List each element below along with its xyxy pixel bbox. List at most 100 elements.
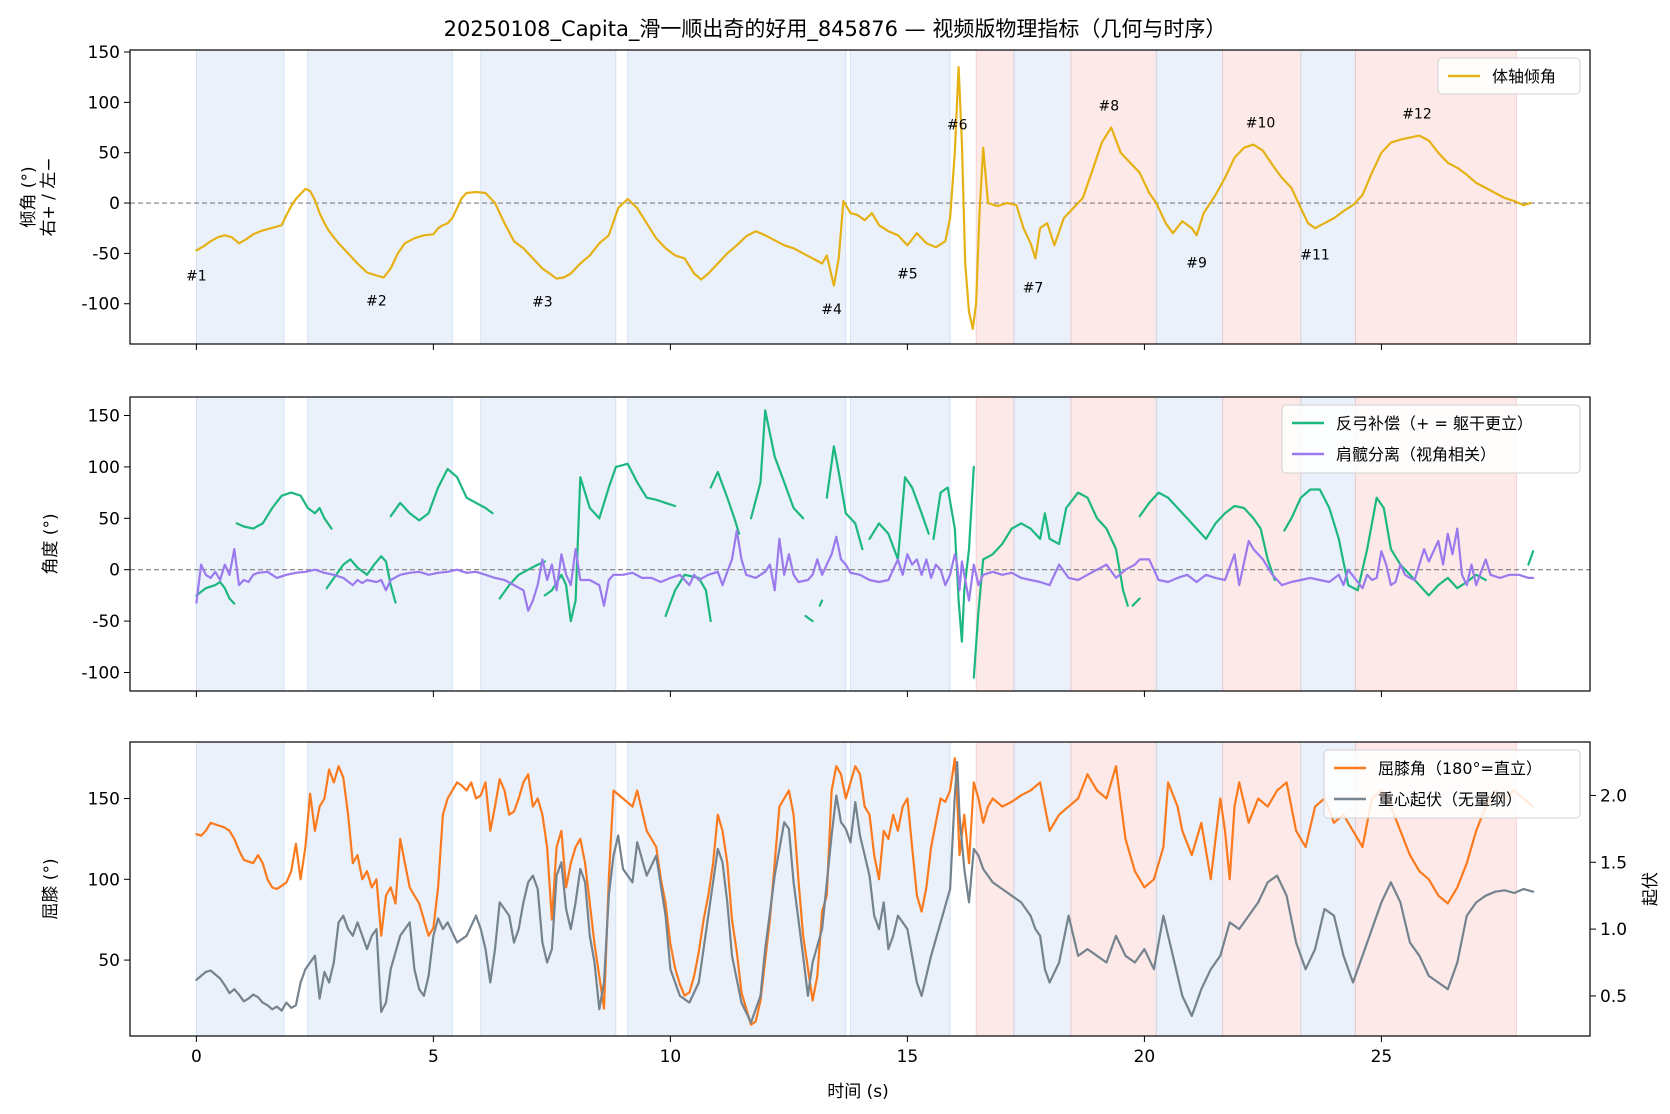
segment-band-5 [850,741,951,1037]
legend-box [1437,57,1581,95]
segment-label: #6 [947,118,968,134]
legend-label-1: 反弓补偿（+ = 躯干更立） [1336,414,1533,433]
y-tick-label: -50 [92,612,120,632]
y-tick-label: 150 [88,43,120,63]
series-1-line-part-12 [818,599,824,607]
segment-band-10 [1222,49,1302,345]
segment-band-3 [480,396,617,692]
y-tick-label: 100 [88,458,120,478]
segment-band-8 [1070,741,1157,1037]
segment-band-7 [1013,741,1072,1037]
segment-band-2 [307,49,453,345]
segment-band-11 [1300,49,1356,345]
legend-label-2: 重心起伏（无量纲） [1378,790,1522,809]
segment-band-4 [627,49,847,345]
segment-band-6 [975,396,1015,692]
segment-label: #5 [897,267,918,283]
segment-label: #4 [821,302,842,318]
plot-frame [129,741,1591,1037]
segment-band-2 [307,396,453,692]
segment-band-3 [480,741,617,1037]
segment-band-1 [195,49,285,345]
y-axis-title: 角度 (°) [41,513,61,574]
segment-label: #12 [1402,106,1432,122]
segment-label: #1 [186,269,207,285]
series-1-line-part-18 [1131,597,1141,607]
segment-band-9 [1155,741,1224,1037]
segment-band-4 [627,396,847,692]
y-tick-label: -50 [92,244,120,264]
y2-axis-title: 起伏 [1641,872,1661,906]
series-1-line-part-11 [804,614,814,623]
series-1-line-part-5 [498,560,546,600]
segment-band-7 [1013,396,1072,692]
y-axis-title: 右+ / 左− [39,157,59,236]
legend-label-1: 屈膝角（180°=直立） [1378,759,1542,778]
x-tick-label: 15 [897,1047,919,1067]
series-1-line-part-14 [868,476,930,561]
segment-label: #8 [1099,98,1120,114]
y-tick-label: 50 [98,509,120,529]
series-group [195,757,1535,1026]
series-1-line-part-8 [664,573,712,623]
series-1-line-part-3 [325,555,397,604]
series-1-line-part-10 [749,409,805,520]
y-tick-label: -100 [81,663,120,683]
panel-2: -100 -50 0 50 100 150 角度 (°) 反弓补偿（+ = 躯干更立） 肩髋分离… [41,396,1591,697]
legend: 反弓补偿（+ = 躯干更立） 肩髋分离（视角相关） [1281,404,1581,474]
segment-label: #2 [366,294,387,310]
legend-label-1: 体轴倾角 [1492,67,1556,86]
segment-label: #11 [1300,247,1330,263]
y-tick-label: 50 [98,144,120,164]
series-1-line-part-2 [235,491,333,530]
series-1-line-part-21 [1527,550,1535,566]
plot-frame [129,49,1591,345]
y-axis-title: 屈膝 (°) [41,858,61,919]
series-2-line-part-1 [195,760,1535,1024]
y2-tick-label: 1.5 [1600,853,1627,873]
x-tick-label: 0 [191,1047,202,1067]
segment-band-5 [850,49,951,345]
y2-tick-label: 2.0 [1600,786,1627,806]
segment-band-8 [1070,49,1157,345]
x-tick-label: 5 [428,1047,439,1067]
y2-tick-label: 1.0 [1600,920,1627,940]
segment-band-1 [195,396,285,692]
y-tick-label: 150 [88,407,120,427]
series-group [195,409,1535,679]
series-1-line-part-9 [709,470,741,535]
y-tick-label: 0 [109,194,120,214]
segment-band-7 [1013,49,1072,345]
y-tick-label: 150 [88,790,120,810]
segment-band-9 [1155,49,1224,345]
segment-label: #10 [1246,115,1276,131]
x-axis-title: 时间 (s) [827,1082,889,1102]
y-tick-label: 100 [88,93,120,113]
segment-band-6 [975,49,1015,345]
panel-3: 50 100 150 0.5 1.0 1.5 2.0 起伏 0 5 10 15 20 25 屈膝 (°) 屈膝… [41,741,1661,1067]
series-1-line-part-20 [1283,488,1487,597]
segment-band-10 [1222,741,1302,1037]
y-axis-title: 倾角 (°) [19,166,39,227]
segment-label: #9 [1186,255,1207,271]
series-1-line-part-1 [195,66,1532,330]
plot-frame [129,396,1591,692]
legend: 屈膝角（180°=直立） 重心起伏（无量纲） [1323,749,1581,819]
series-group [195,66,1532,330]
y-tick-label: 100 [88,870,120,890]
series-2-line-part-1 [195,527,1535,612]
y-tick-label: -100 [81,295,120,315]
y-tick-label: 50 [98,951,120,971]
x-tick-label: 25 [1371,1047,1393,1067]
segment-band-9 [1155,396,1224,692]
y2-tick-label: 0.5 [1600,987,1627,1007]
series-1-line-part-1 [195,757,1535,1026]
segment-band-1 [195,741,285,1037]
segment-label: #3 [532,295,553,311]
series-1-line-part-7 [598,462,677,520]
x-tick-label: 10 [660,1047,682,1067]
segment-band-6 [975,741,1015,1037]
segment-band-12 [1354,49,1517,345]
series-1-line-part-13 [825,445,864,551]
panel-1: #1 #2 #3 #4 #5 #6 #7 #8 #9 #10 #11 #12 -100 -50 0 50 100… [19,43,1591,350]
